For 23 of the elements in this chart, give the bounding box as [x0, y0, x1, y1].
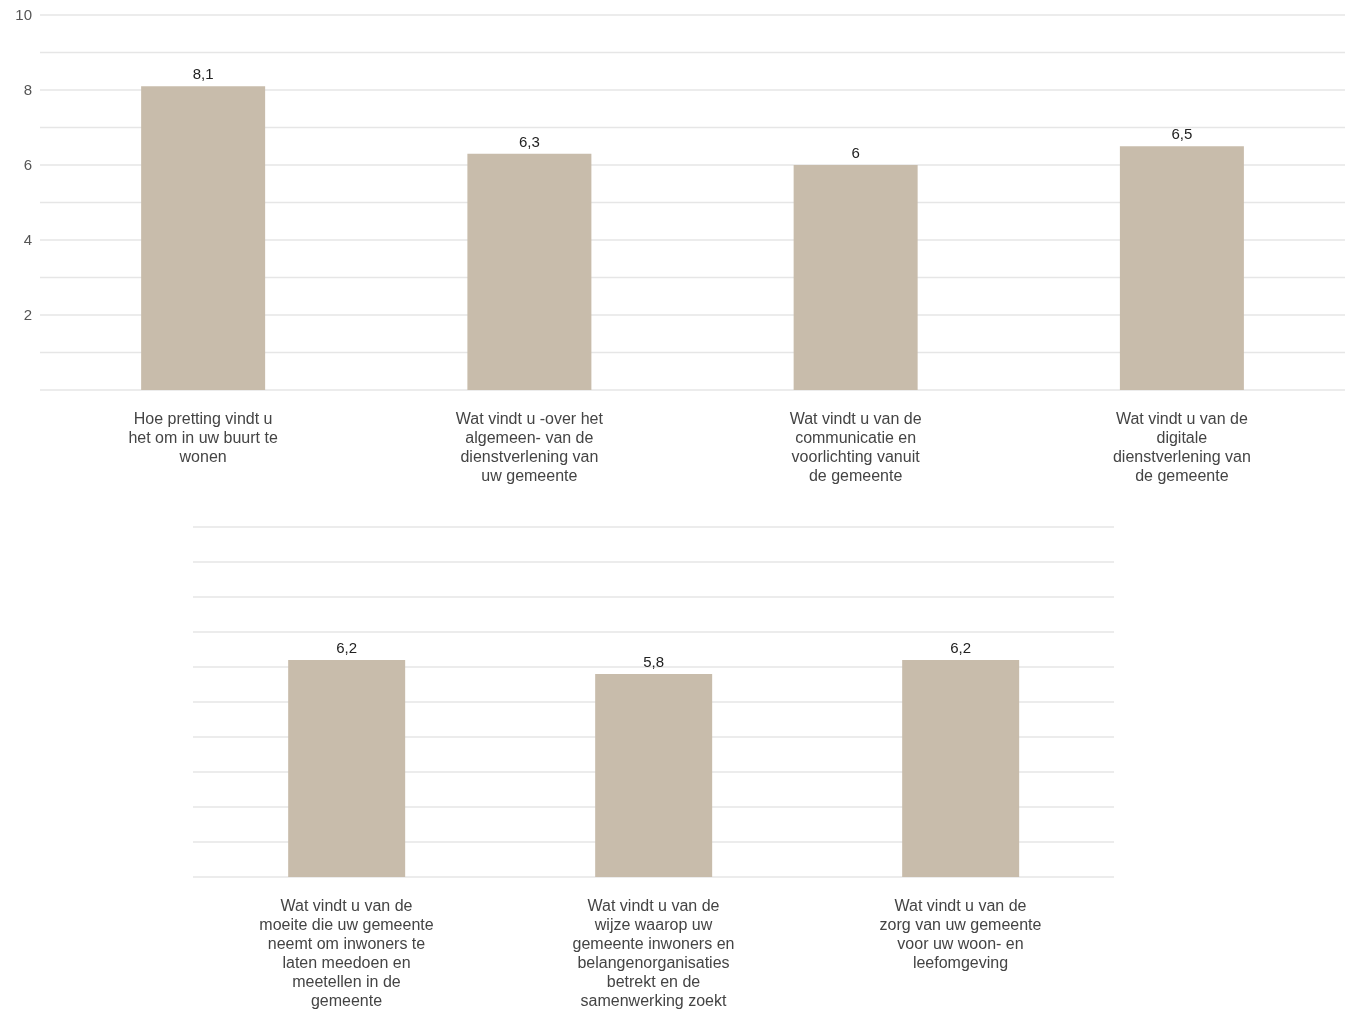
data-label: 5,8	[643, 653, 665, 670]
bar	[793, 165, 918, 390]
x-tick-label: Wat vindt u van de moeite die uw gemeente neemt om inwoners te laten meedoen en meetellen in de gemeente	[259, 897, 434, 1009]
data-label: 8,1	[192, 65, 214, 83]
data-label: 6,2	[950, 639, 972, 656]
bar	[1119, 146, 1244, 390]
data-label: 6,3	[518, 132, 540, 150]
bar	[467, 153, 592, 390]
data-label: 6	[851, 144, 860, 161]
x-tick-label: Wat vindt u van de digitale dienstverlening van de gemeente	[1112, 410, 1251, 484]
data-label: 6,2	[336, 639, 358, 656]
x-tick-label: Wat vindt u van de zorg van uw gemeente voor uw woon- en leefomgeving	[879, 897, 1042, 971]
x-tick-label: Hoe pretting vindt u het om in uw buurt te wonen	[128, 410, 278, 465]
x-tick-label: Wat vindt u van de communicatie en voorlichting vanuit de gemeente	[789, 410, 922, 484]
x-tick-label: Wat vindt u -over het algemeen- van de dienstverlening van uw gemeente	[455, 410, 604, 484]
bar	[141, 86, 266, 390]
y-tick-label: 6	[23, 156, 32, 174]
data-label: 6,5	[1171, 125, 1193, 143]
y-tick-label: 10	[15, 6, 32, 24]
x-tick-label: Wat vindt u van de wijze waarop uw gemeente inwoners en belangenorganisaties betrekt en de samenwerking zoekt	[572, 897, 735, 1009]
y-tick-label: 4	[23, 231, 32, 249]
y-tick-label: 2	[23, 306, 32, 324]
y-tick-label: 8	[23, 81, 32, 99]
